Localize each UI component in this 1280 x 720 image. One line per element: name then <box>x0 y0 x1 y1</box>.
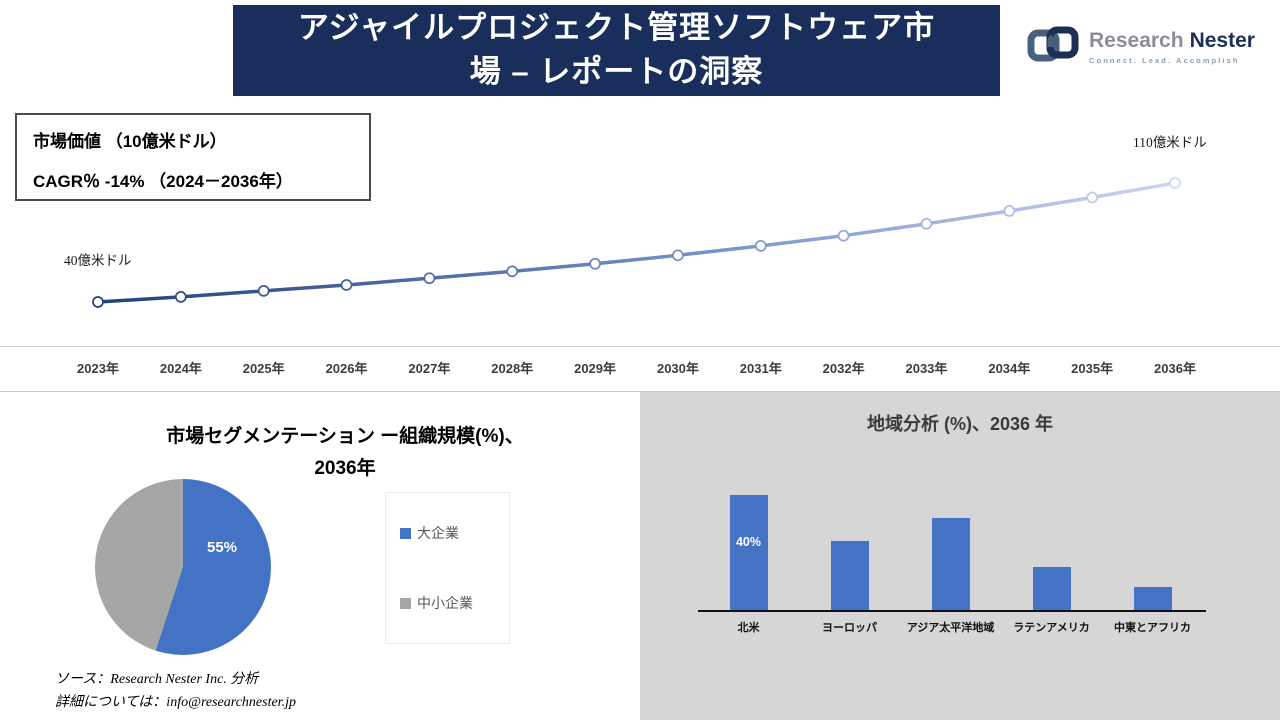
legend-swatch-gray <box>400 597 411 609</box>
bar-category-label: ラテンアメリカ <box>1013 622 1090 634</box>
legend-item-large-enterprise: 大企業 <box>400 523 495 543</box>
bar-category-label: アジア太平洋地域 <box>906 622 995 634</box>
bar <box>1133 587 1172 610</box>
report-title-line-1: アジャイルプロジェクト管理ソフトウェア市 <box>297 10 936 45</box>
line-end-value-label: 110億米ドル <box>1133 135 1207 150</box>
x-axis-year-label: 2028年 <box>491 361 534 376</box>
pie-slice-value-label: 55% <box>207 539 238 556</box>
regional-analysis-panel: 地域分析 (%)、2036 年 40% 北米 ヨーロッパ <box>640 392 1280 720</box>
bar-north-america: 40% <box>698 458 799 610</box>
x-axis-years: 2023年 2024年 2025年 2026年 2027年 2028年 2029… <box>0 358 1280 384</box>
logo-name-research: Research <box>1089 28 1184 52</box>
cagr-note: CAGR％ -14% （2024－2036年） <box>33 172 293 191</box>
bar-middle-east-africa <box>1102 458 1203 610</box>
regional-bar-chart: 40% <box>698 458 1203 610</box>
logo-name-nester: Nester <box>1189 28 1255 52</box>
line-start-value-label: 40億米ドル <box>64 253 132 268</box>
bar-category-labels: 北米 ヨーロッパ アジア太平洋地域 ラテンアメリカ 中東とアフリカ <box>698 619 1203 635</box>
axis-divider-top <box>0 346 1280 347</box>
legend-item-sme: 中小企業 <box>400 593 495 613</box>
logo-name: Research Nester <box>1089 29 1255 53</box>
x-axis-year-label: 2031年 <box>739 361 782 376</box>
bar-value-label: 40% <box>735 535 762 549</box>
bar <box>931 518 970 610</box>
legend-label: 中小企業 <box>417 595 473 611</box>
market-value-title: 市場価値 （10億米ドル） <box>33 132 227 151</box>
market-value-line-chart <box>92 177 1181 308</box>
pie-legend: 大企業 中小企業 <box>385 492 510 644</box>
logo-tagline: Connect. Lead. Accomplish <box>1089 55 1240 65</box>
bar-latin-america <box>1001 458 1102 610</box>
research-nester-logo: Research Nester Connect. Lead. Accomplish <box>1026 22 1255 71</box>
legend-label: 大企業 <box>417 525 459 541</box>
legend-swatch-blue <box>400 527 411 539</box>
bar-x-axis-line <box>698 610 1206 612</box>
contact-note: 詳細については：info@researchnester.jp <box>55 695 296 710</box>
x-axis-year-label: 2023年 <box>77 361 119 376</box>
report-title-line-2: 場 – レポートの洞察 <box>469 54 764 89</box>
logo-text: Research Nester Connect. Lead. Accomplish <box>1089 29 1255 65</box>
x-axis-year-label: 2030年 <box>656 361 699 376</box>
bar-category-label: ヨーロッパ <box>822 622 877 634</box>
market-value-box: 市場価値 （10億米ドル） CAGR％ -14% （2024－2036年） <box>15 113 371 201</box>
x-axis-year-label: 2027年 <box>408 361 451 376</box>
section-divider <box>0 391 1280 392</box>
x-axis-year-label: 2025年 <box>242 361 285 376</box>
source-note: ソース：Research Nester Inc. 分析 <box>55 672 259 687</box>
bar <box>1032 567 1071 610</box>
x-axis-year-label: 2035年 <box>1071 361 1114 376</box>
bar <box>830 541 869 610</box>
bar-asia-pacific <box>900 458 1001 610</box>
segmentation-title-line-2: 2036年 <box>314 458 376 479</box>
bar: 40% <box>729 495 768 610</box>
report-title-banner: アジャイルプロジェクト管理ソフトウェア市 場 – レポートの洞察 <box>233 5 1000 96</box>
bar-category-label: 中東とアフリカ <box>1114 622 1191 634</box>
x-axis-year-label: 2029年 <box>574 361 617 376</box>
x-axis-year-label: 2033年 <box>905 361 948 376</box>
organization-size-pie-chart: 55% <box>95 479 271 655</box>
bar-category-label: 北米 <box>737 622 760 634</box>
x-axis-year-label: 2036年 <box>1154 361 1196 376</box>
segmentation-title-line-1: 市場セグメンテーション ー組織規模(%)、 <box>166 426 524 447</box>
x-axis-year-label: 2034年 <box>988 361 1031 376</box>
x-axis-year-label: 2026年 <box>325 361 368 376</box>
segmentation-title: 市場セグメンテーション ー組織規模(%)、 2036年 <box>70 421 620 485</box>
chain-link-logo-icon <box>1026 22 1080 71</box>
bar-europe <box>799 458 900 610</box>
regional-analysis-title: 地域分析 (%)、2036 年 <box>866 414 1054 434</box>
x-axis-year-label: 2024年 <box>159 361 202 376</box>
x-axis-year-label: 2032年 <box>822 361 865 376</box>
